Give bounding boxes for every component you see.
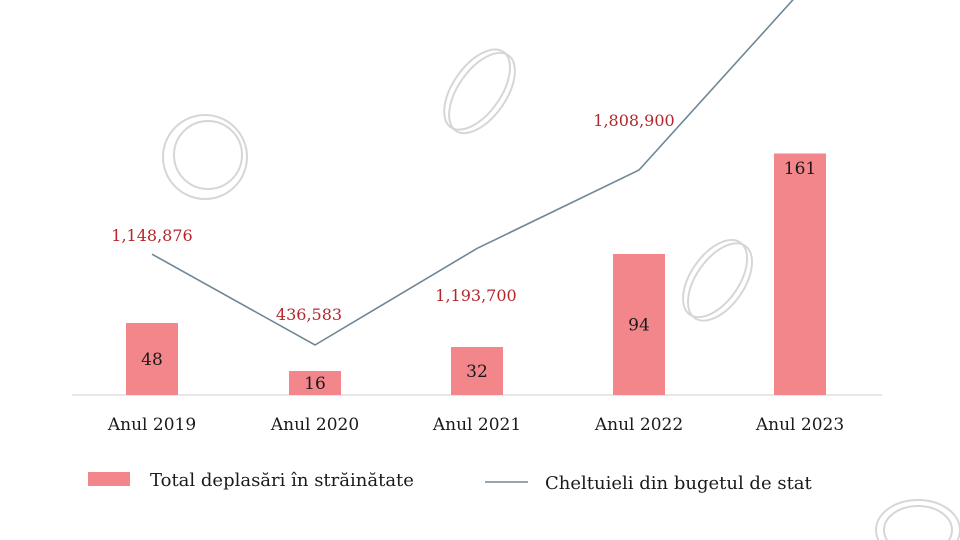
bar-anul-2022: [613, 254, 665, 395]
bar-value-label: 94: [628, 316, 650, 336]
legend: Total deplasări în străinătate Cheltuiel…: [88, 470, 813, 494]
category-label: Anul 2020: [270, 415, 359, 435]
bar-value-label: 32: [466, 362, 488, 382]
line-labels: 1,148,876 436,583 1,193,700 1,808,900: [111, 111, 674, 324]
line-series: [151, 0, 794, 346]
line-value-label: 1,148,876: [111, 226, 192, 245]
bar-anul-2019: [126, 323, 178, 395]
category-label: Anul 2023: [755, 415, 844, 435]
line-value-label: 1,808,900: [593, 111, 674, 130]
line-value-label: 436,583: [276, 305, 342, 324]
category-label: Anul 2021: [432, 415, 521, 435]
bar-labels: 48 16 32 94 161: [141, 159, 816, 394]
bar-value-label: 48: [141, 350, 163, 370]
category-labels: Anul 2019 Anul 2020 Anul 2021 Anul 2022 Anul…: [107, 415, 844, 435]
legend-bar-label: Total deplasări în străinătate: [150, 470, 414, 491]
decorative-coins: [162, 48, 960, 540]
bar-value-label: 16: [304, 374, 326, 394]
coin-icon: [875, 499, 960, 540]
bar-anul-2023: [774, 153, 826, 395]
coin-icon: [682, 238, 753, 322]
category-label: Anul 2022: [594, 415, 683, 435]
bar-anul-2020: [289, 371, 341, 395]
bar-value-label: 161: [784, 159, 816, 179]
coin-icon: [443, 48, 516, 135]
category-label: Anul 2019: [107, 415, 196, 435]
bars: [126, 153, 826, 395]
legend-line-label: Cheltuieli din bugetul de stat: [545, 473, 813, 494]
coin-icon: [162, 114, 248, 200]
legend-bar-swatch: [88, 472, 130, 486]
line-value-label: 1,193,700: [435, 286, 516, 305]
bar-anul-2021: [451, 347, 503, 395]
